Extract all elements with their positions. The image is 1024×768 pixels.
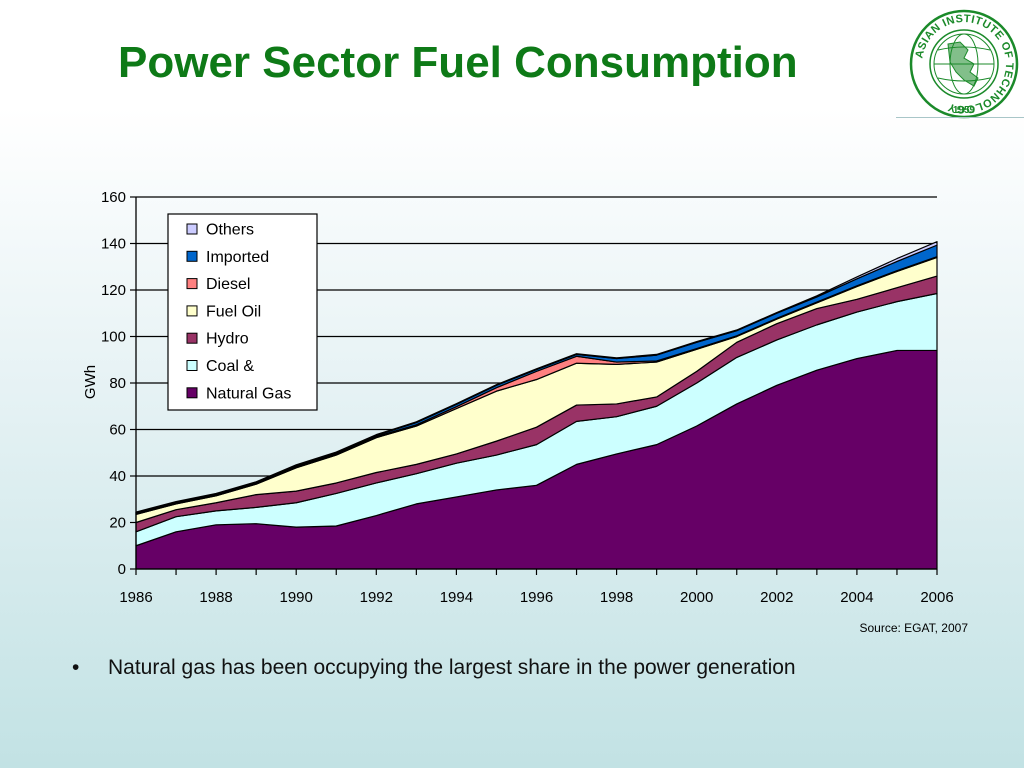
x-tick-label-1998: 1998 xyxy=(600,589,633,606)
y-tick-label-160: 160 xyxy=(101,189,126,206)
x-tick-label-2002: 2002 xyxy=(760,589,793,606)
bullet-symbol: • xyxy=(72,656,80,679)
chart-legend: Others Imported Diesel Fuel Oil Hydro Coal & N… xyxy=(167,213,318,411)
x-tick-label-2006: 2006 xyxy=(920,589,953,606)
x-tick-label-1992: 1992 xyxy=(360,589,393,606)
y-tick-label-100: 100 xyxy=(101,329,126,346)
x-tick-label-1996: 1996 xyxy=(520,589,553,606)
globe-icon xyxy=(933,33,995,95)
x-tick-label-2000: 2000 xyxy=(680,589,713,606)
legend-swatch-diesel xyxy=(186,278,198,290)
y-tick-label-140: 140 xyxy=(101,236,126,253)
legend-swatch-imported xyxy=(186,250,198,262)
legend-swatch-fuel-oil xyxy=(186,305,198,317)
legend-swatch-natural-gas xyxy=(186,387,198,399)
area-others xyxy=(135,241,938,514)
ait-logo: ASIAN INSTITUTE OF TECHNOLOGY 1959 xyxy=(909,9,1019,119)
y-tick-label-120: 120 xyxy=(101,282,126,299)
bullet-item: • Natural gas has been occupying the larg… xyxy=(72,656,796,680)
y-tick-label-0: 0 xyxy=(118,561,126,578)
legend-label-others: Others xyxy=(206,222,254,239)
slide-title: Power Sector Fuel Consumption xyxy=(118,38,798,87)
axes: 0 20 40 60 80 100 120 140 160 1986 1988 1990 1992 199… xyxy=(101,189,954,606)
bullet-text: Natural gas has been occupying the large… xyxy=(108,656,796,679)
y-tick-label-40: 40 xyxy=(109,468,126,485)
legend-label-coal: Coal & xyxy=(206,358,254,375)
logo-rule xyxy=(896,117,1024,118)
y-tick-label-60: 60 xyxy=(109,422,126,439)
legend-label-diesel: Diesel xyxy=(206,276,250,293)
stacked-area-chart: 0 20 40 60 80 100 120 140 160 1986 1988 1990 1992 199… xyxy=(82,189,954,606)
legend-label-hydro: Hydro xyxy=(206,331,249,348)
legend-swatch-others xyxy=(186,223,198,235)
x-tick-label-1986: 1986 xyxy=(119,589,152,606)
chart-source: Source: EGAT, 2007 xyxy=(859,621,968,635)
x-tick-label-1988: 1988 xyxy=(199,589,232,606)
legend-swatch-hydro xyxy=(186,332,198,344)
x-tick-label-1990: 1990 xyxy=(280,589,313,606)
legend-swatch-coal xyxy=(186,360,198,371)
x-tick-label-1994: 1994 xyxy=(440,589,473,606)
legend-label-fuel-oil: Fuel Oil xyxy=(206,303,261,320)
logo-year: 1959 xyxy=(953,105,976,116)
legend-label-imported: Imported xyxy=(206,249,269,266)
logo-inner-ring xyxy=(929,29,999,99)
y-tick-label-20: 20 xyxy=(109,515,126,532)
x-tick-label-2004: 2004 xyxy=(840,589,873,606)
legend-label-natural-gas: Natural Gas xyxy=(206,385,291,402)
y-axis-label: GWh xyxy=(82,365,99,399)
y-tick-label-80: 80 xyxy=(109,375,126,392)
